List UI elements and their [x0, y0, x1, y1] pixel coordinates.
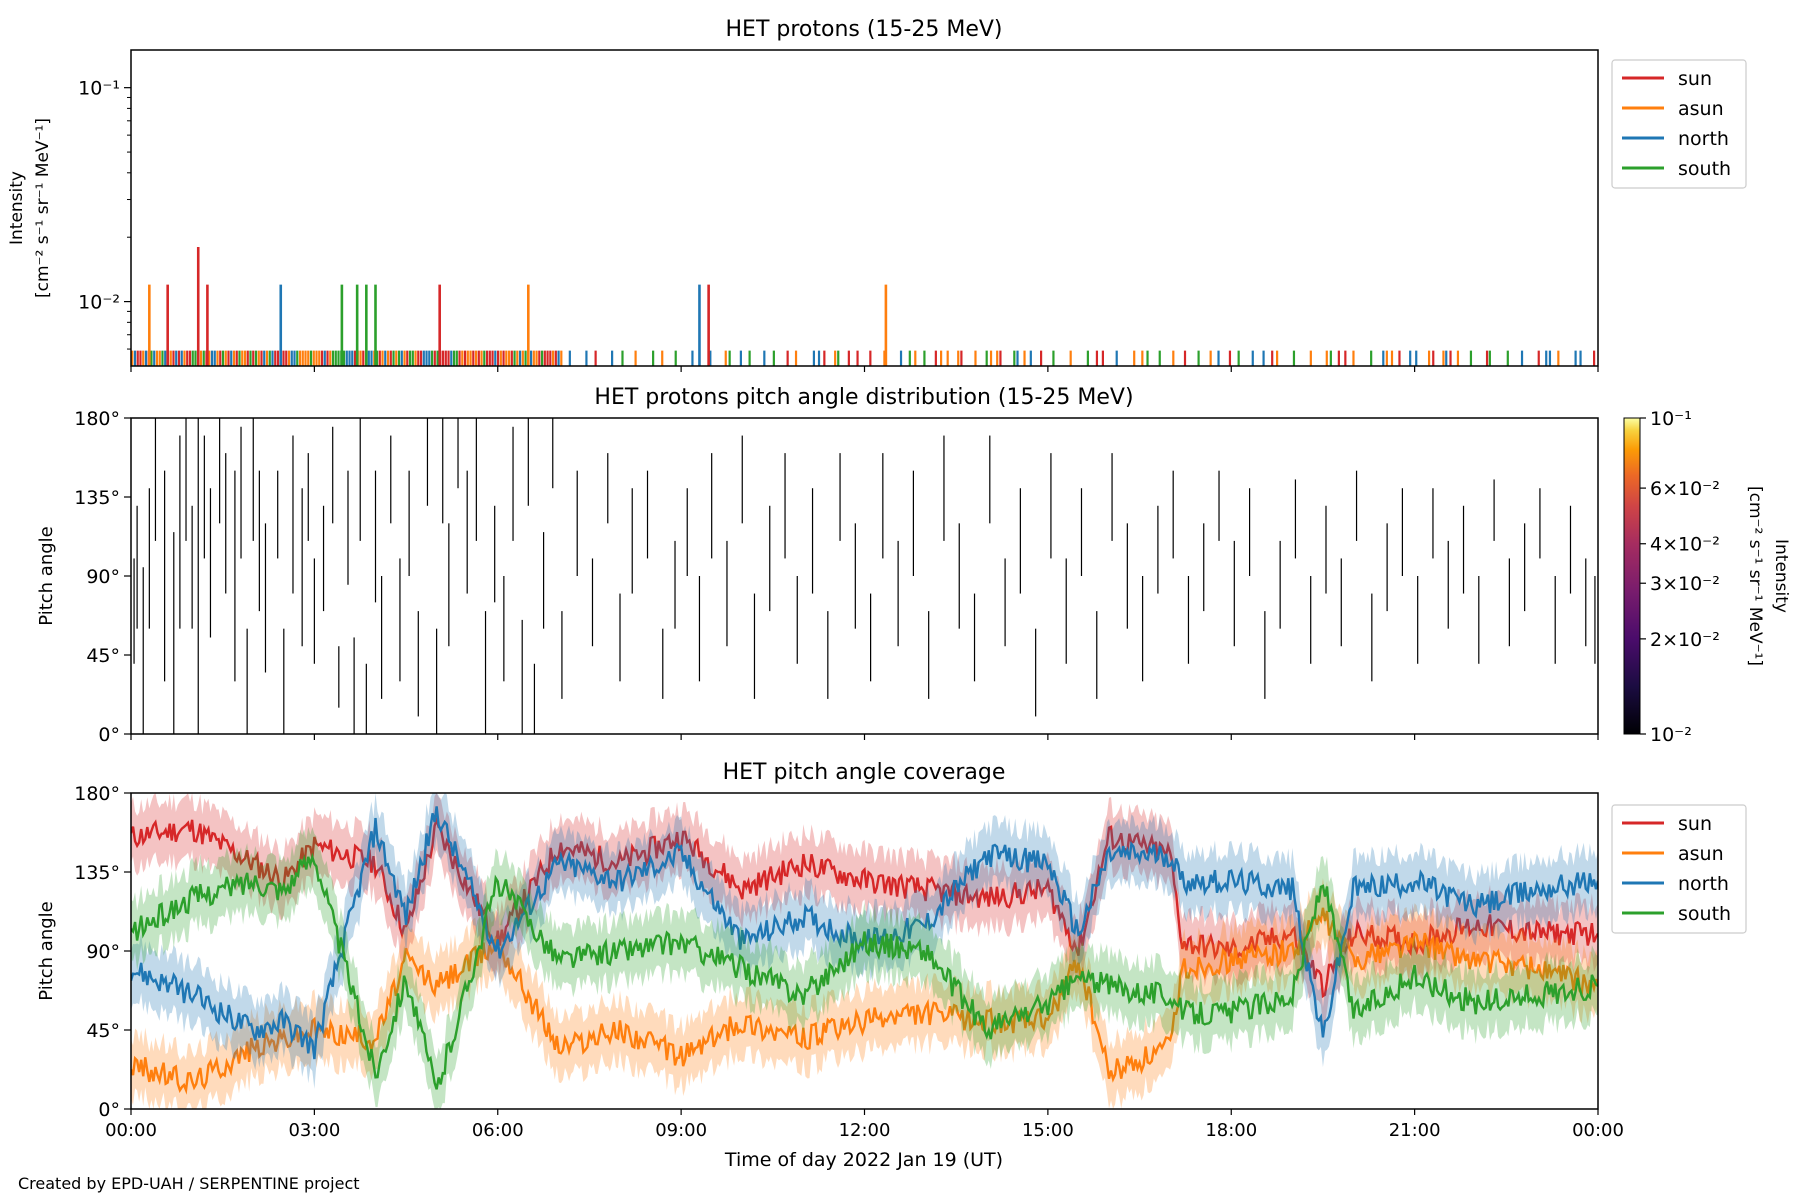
- panel1-frame: [130, 49, 1599, 367]
- x-tick-label: 03:00: [288, 1120, 340, 1141]
- panel2-y-axis: 0° 45° 90° 135° 180°: [74, 408, 131, 746]
- x-tick-label: 06:00: [472, 1120, 524, 1141]
- panel3-title: HET pitch angle coverage: [723, 760, 1006, 785]
- y-tick-label: 180°: [74, 408, 120, 430]
- colorbar-label-1: Intensity: [1771, 539, 1791, 613]
- coverage-band-asun: [131, 877, 1598, 1109]
- y-tick-label: 90°: [86, 566, 120, 588]
- coverage-line-asun: [131, 907, 1598, 1095]
- panel2-x-axis: [130, 734, 1599, 740]
- x-axis-label: Time of day 2022 Jan 19 (UT): [724, 1149, 1003, 1171]
- x-tick-label: 09:00: [655, 1120, 707, 1141]
- legend-label-north: north: [1678, 128, 1729, 150]
- coverage-band-south: [131, 826, 1598, 1109]
- colorbar-axis: 10⁻² 2×10⁻² 3×10⁻² 4×10⁻² 6×10⁻² 10⁻¹: [1640, 408, 1720, 746]
- panel1-legend: sun asun north south: [1611, 59, 1747, 189]
- legend-label-asun: asun: [1678, 98, 1724, 120]
- panel-intensity: HET protons (15-25 MeV) 10⁻² 10⁻¹ Intensi…: [7, 17, 1747, 372]
- panel1-x-axis: [130, 366, 1599, 372]
- colorbar-tick-label: 3×10⁻²: [1650, 573, 1720, 595]
- colorbar-tick-label: 4×10⁻²: [1650, 534, 1720, 556]
- x-tick-label: 00:00: [1572, 1120, 1624, 1141]
- y-tick-label: 10⁻¹: [78, 78, 120, 100]
- colorbar-tick-label: 10⁻²: [1650, 724, 1692, 746]
- legend-box: [1611, 804, 1747, 934]
- coverage-band-sun: [131, 793, 1598, 1026]
- legend-label-south: south: [1678, 158, 1731, 180]
- x-tick-label: 15:00: [1022, 1120, 1074, 1141]
- y-tick-label: 45°: [86, 645, 120, 667]
- coverage-line-south: [131, 852, 1598, 1090]
- y-tick-label: 135°: [74, 487, 120, 509]
- panel3-legend: sun asun north south: [1611, 804, 1747, 934]
- x-tick-label: 00:00: [105, 1120, 157, 1141]
- panel-pitch-angle-coverage: HET pitch angle coverage 0° 45° 90° 135° 180…: [36, 760, 1747, 1171]
- legend-label-sun: sun: [1678, 68, 1712, 90]
- x-tick-label: 21:00: [1389, 1120, 1441, 1141]
- panel2-frame: [130, 417, 1599, 735]
- colorbar-label-2: [cm⁻² s⁻¹ sr⁻¹ MeV⁻¹]: [1745, 486, 1765, 666]
- y-tick-label: 90°: [86, 941, 120, 963]
- panel3-ylabel: Pitch angle: [36, 901, 57, 1000]
- credit-footer: Created by EPD-UAH / SERPENTINE project: [18, 1174, 360, 1193]
- panel1-ylabel-1: Intensity: [7, 171, 27, 245]
- panel2-title: HET protons pitch angle distribution (15…: [594, 385, 1133, 410]
- y-tick-label: 45°: [86, 1020, 120, 1042]
- panel-pitch-angle-distribution: HET protons pitch angle distribution (15…: [36, 385, 1791, 746]
- panel3-y-axis: 0° 45° 90° 135° 180°: [74, 783, 131, 1121]
- panel3-plot-area: [131, 793, 1598, 1109]
- colorbar-tick-label: 6×10⁻²: [1650, 478, 1720, 500]
- x-tick-label: 18:00: [1205, 1120, 1257, 1141]
- x-tick-label: 12:00: [839, 1120, 891, 1141]
- colorbar-tick-label: 10⁻¹: [1650, 408, 1692, 430]
- legend-label-north: north: [1678, 873, 1729, 895]
- panel3-x-axis: 00:00 03:00 06:00 09:00 12:00 15:00 18:00 21:00…: [105, 1109, 1624, 1141]
- y-tick-label: 135°: [74, 862, 120, 884]
- legend-box: [1611, 59, 1747, 189]
- legend-label-sun: sun: [1678, 813, 1712, 835]
- panel1-ylabel-2: [cm⁻² s⁻¹ sr⁻¹ MeV⁻¹]: [33, 118, 53, 298]
- legend-label-south: south: [1678, 903, 1731, 925]
- y-tick-label: 180°: [74, 783, 120, 805]
- panel1-y-axis: 10⁻² 10⁻¹: [78, 78, 131, 350]
- colorbar-tick-label: 2×10⁻²: [1650, 629, 1720, 651]
- panel1-plot-area: [131, 246, 1596, 366]
- panel2-plot-area: [133, 418, 1596, 734]
- y-tick-label: 10⁻²: [78, 292, 120, 314]
- y-tick-label: 0°: [98, 724, 120, 746]
- panel2-ylabel: Pitch angle: [36, 526, 57, 625]
- coverage-line-sun: [131, 816, 1598, 999]
- panel1-title: HET protons (15-25 MeV): [726, 17, 1003, 42]
- legend-label-asun: asun: [1678, 843, 1724, 865]
- y-tick-label: 0°: [98, 1099, 120, 1121]
- colorbar: [1623, 417, 1641, 735]
